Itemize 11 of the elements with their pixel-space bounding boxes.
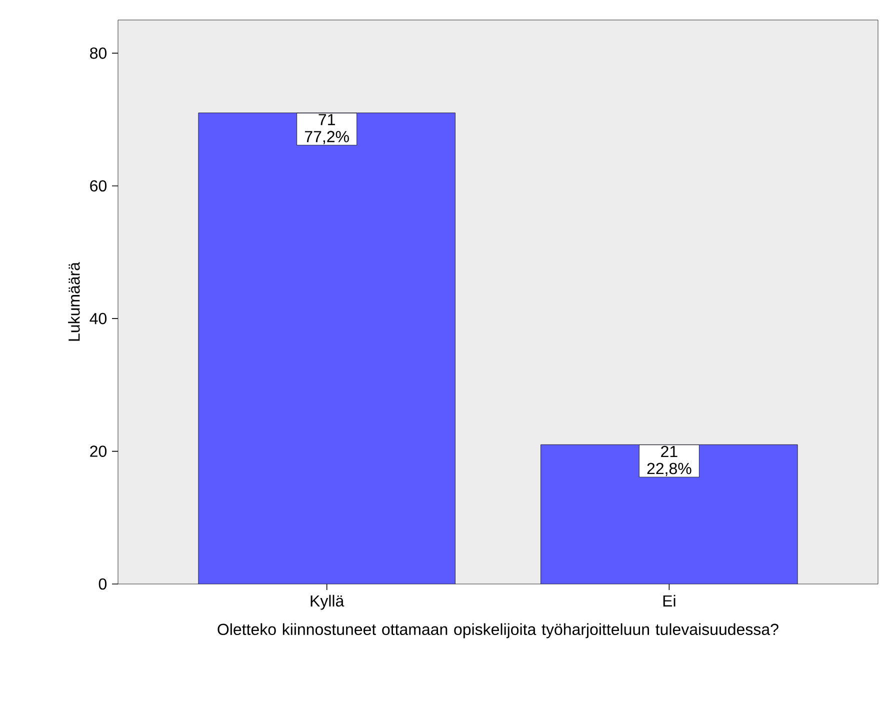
y-tick-label: 80 xyxy=(90,48,107,59)
y-tick-label: 60 xyxy=(90,180,107,192)
data-label: 21 22,8% xyxy=(647,446,692,476)
x-axis-title: Oletteko kiinnostuneet ottamaan opiskelijoita työharjoitteluun tulevaisuudessa? xyxy=(218,623,778,638)
data-label: 71 77,2% xyxy=(304,114,349,144)
y-tick-label: 20 xyxy=(90,446,107,457)
x-tick-label: Ei xyxy=(663,594,676,606)
y-tick-label: 0 xyxy=(98,578,107,590)
x-tick-label: Kyllä xyxy=(310,594,344,610)
y-axis-title: Lukumäärä xyxy=(68,262,80,341)
y-tick-label: 40 xyxy=(90,312,107,324)
